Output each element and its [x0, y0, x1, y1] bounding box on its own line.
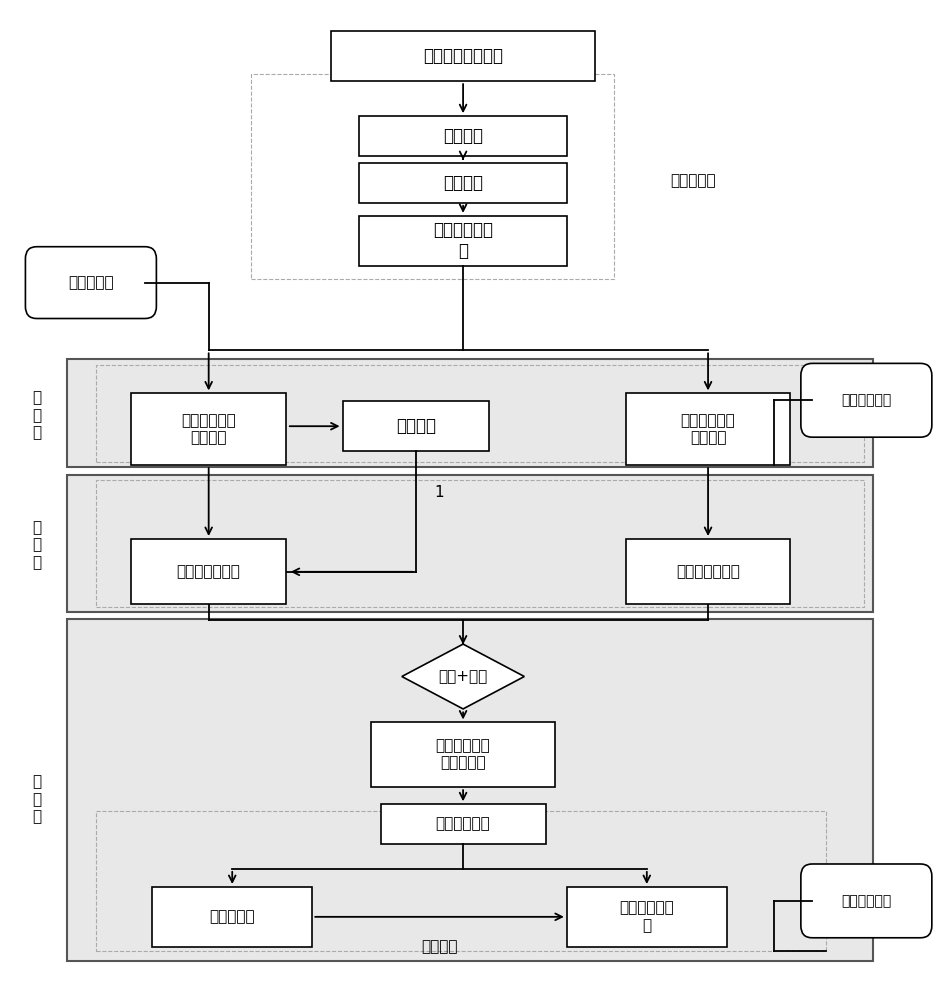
Text: 手机客户端: 手机客户端	[210, 909, 255, 924]
FancyBboxPatch shape	[800, 363, 931, 437]
Text: 用户注册: 用户注册	[396, 417, 435, 435]
Text: 第一控制单元: 第一控制单元	[840, 393, 890, 407]
Bar	[95, 365, 863, 462]
Text: 1: 1	[434, 485, 444, 500]
Bar	[67, 475, 872, 612]
Bar	[380, 804, 545, 844]
Bar	[359, 163, 566, 203]
Bar	[95, 811, 825, 951]
Text: 注册人脸模板库: 注册人脸模板库	[177, 564, 241, 579]
Text: 处
理
器: 处 理 器	[33, 390, 42, 440]
Text: 灯光主题控制
器: 灯光主题控制 器	[618, 901, 673, 933]
Bar	[566, 887, 726, 947]
Polygon shape	[401, 644, 524, 709]
Bar	[251, 74, 614, 279]
Text: 人脸识别特征
提取单元: 人脸识别特征 提取单元	[181, 413, 236, 445]
Bar	[67, 359, 872, 467]
Text: 控
制
器: 控 制 器	[33, 774, 42, 824]
Text: 控制信号: 控制信号	[421, 939, 457, 954]
Text: 图像预处理: 图像预处理	[669, 173, 716, 188]
Text: 人脸图像采集单元: 人脸图像采集单元	[423, 47, 502, 65]
Text: 人脸检测: 人脸检测	[443, 127, 482, 145]
Bar	[625, 393, 790, 465]
Bar	[330, 31, 595, 81]
FancyBboxPatch shape	[800, 864, 931, 938]
Text: 面部表情特征
提取单元: 面部表情特征 提取单元	[680, 413, 734, 445]
Bar	[359, 116, 566, 156]
Text: 无线传输模块: 无线传输模块	[435, 817, 490, 832]
Bar	[131, 539, 286, 604]
FancyBboxPatch shape	[25, 247, 156, 319]
Text: 存
储
器: 存 储 器	[33, 520, 42, 570]
Bar	[359, 216, 566, 266]
Text: 身份+表情: 身份+表情	[438, 669, 487, 684]
Text: 新用户注册: 新用户注册	[68, 275, 113, 290]
Bar	[152, 887, 312, 947]
Text: 面部表情数据库: 面部表情数据库	[675, 564, 739, 579]
Bar	[343, 401, 488, 451]
Bar	[67, 619, 872, 961]
Text: 人脸图像归一
化: 人脸图像归一 化	[432, 221, 493, 260]
Bar	[95, 480, 863, 607]
Bar	[371, 722, 554, 787]
Text: 统计注册人群
的表情变化: 统计注册人群 的表情变化	[435, 738, 490, 770]
Bar	[625, 539, 790, 604]
Text: 第二控制单元: 第二控制单元	[840, 894, 890, 908]
Text: 人眼定位: 人眼定位	[443, 174, 482, 192]
Bar	[131, 393, 286, 465]
